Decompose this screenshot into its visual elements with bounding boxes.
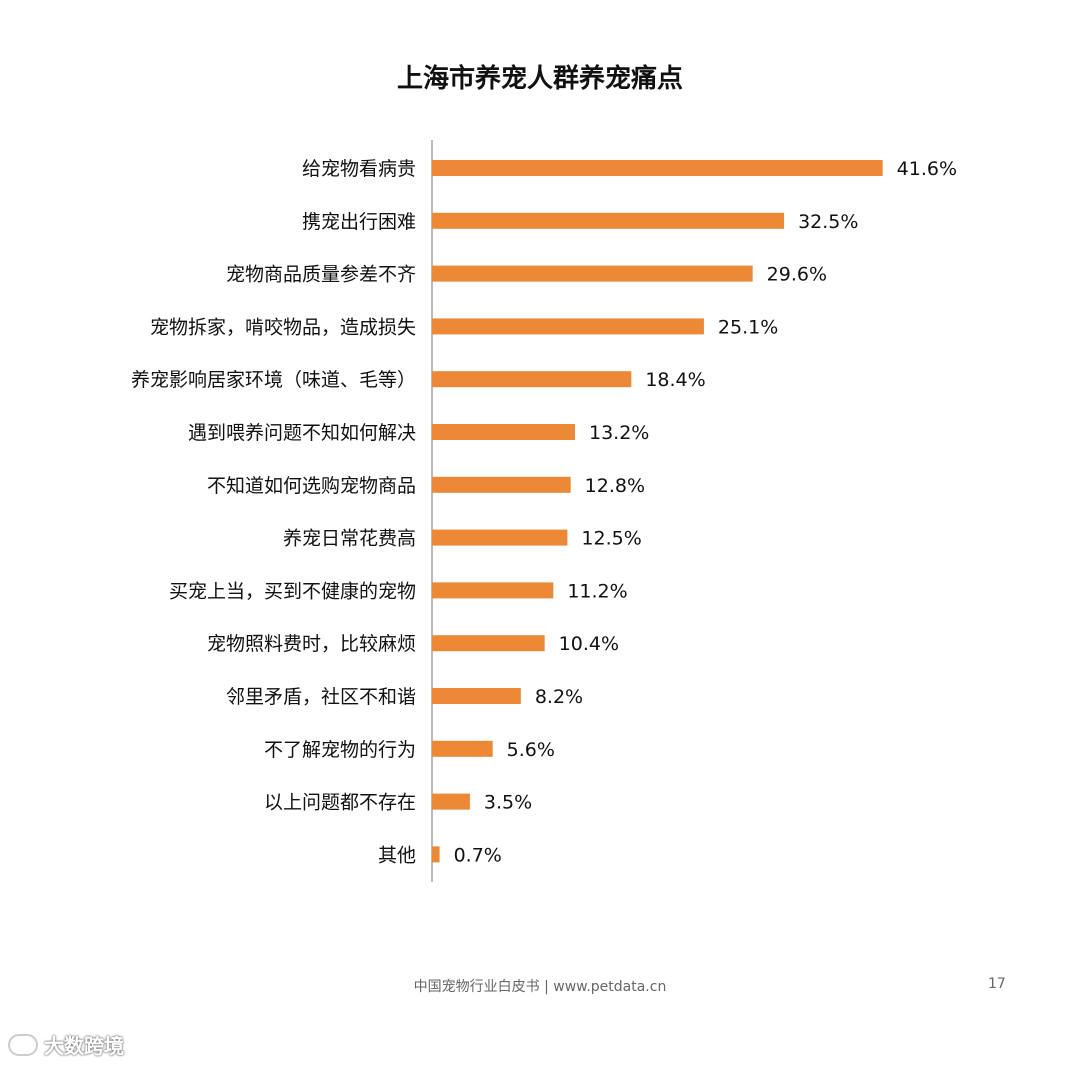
category-label: 给宠物看病贵 [302, 158, 416, 180]
data-label: 11.2% [567, 580, 627, 602]
category-label: 邻里矛盾，社区不和谐 [226, 686, 416, 708]
category-label: 携宠出行困难 [302, 211, 416, 233]
category-label: 遇到喂养问题不知如何解决 [188, 422, 416, 444]
bar [432, 582, 554, 599]
chat-icon [8, 1033, 38, 1056]
bar [432, 529, 568, 546]
data-label: 5.6% [507, 739, 555, 761]
bar [432, 265, 753, 282]
data-label: 25.1% [718, 316, 778, 338]
footer-text: 中国宠物行业白皮书 | www.petdata.cn [413, 979, 667, 995]
bar [432, 635, 545, 652]
category-label: 买宠上当，买到不健康的宠物 [169, 580, 416, 602]
data-label: 12.8% [585, 475, 645, 497]
data-label: 41.6% [897, 158, 957, 180]
bar [432, 740, 493, 757]
bar [432, 688, 521, 704]
bar [432, 318, 704, 335]
data-label: 29.6% [767, 264, 827, 286]
data-label: 3.5% [484, 792, 532, 814]
bar [432, 846, 440, 863]
category-label: 宠物拆家，啃咬物品，造成损失 [150, 316, 416, 338]
bar [432, 793, 470, 810]
category-label: 以上问题都不存在 [264, 792, 416, 814]
bar [432, 424, 575, 440]
data-label: 18.4% [645, 369, 705, 391]
data-label: 13.2% [589, 422, 649, 444]
bars-group: 给宠物看病贵 41.6% 携宠出行困难 32.5% 宠物商品质量参差不齐 29.6% 宠物拆… [131, 158, 957, 866]
data-label: 0.7% [454, 844, 502, 866]
data-label: 8.2% [535, 686, 583, 708]
category-label: 不知道如何选购宠物商品 [207, 475, 416, 497]
bar [432, 160, 883, 176]
bar [432, 371, 632, 388]
category-label: 宠物照料费时，比较麻烦 [207, 633, 416, 655]
category-label: 宠物商品质量参差不齐 [226, 264, 416, 286]
data-label: 12.5% [581, 528, 641, 550]
bar [432, 476, 571, 493]
page-number: 17 [988, 976, 1006, 992]
category-label: 其他 [378, 844, 416, 866]
category-label: 养宠影响居家环境（味道、毛等） [131, 369, 416, 391]
category-label: 不了解宠物的行为 [264, 739, 416, 761]
watermark: 大数跨境 [8, 1030, 124, 1059]
bar [432, 212, 785, 229]
data-label: 10.4% [559, 633, 619, 655]
chart-title: 上海市养宠人群养宠痛点 [396, 64, 683, 94]
watermark-text: 大数跨境 [44, 1034, 124, 1058]
category-label: 养宠日常花费高 [283, 528, 416, 550]
data-label: 32.5% [798, 211, 858, 233]
